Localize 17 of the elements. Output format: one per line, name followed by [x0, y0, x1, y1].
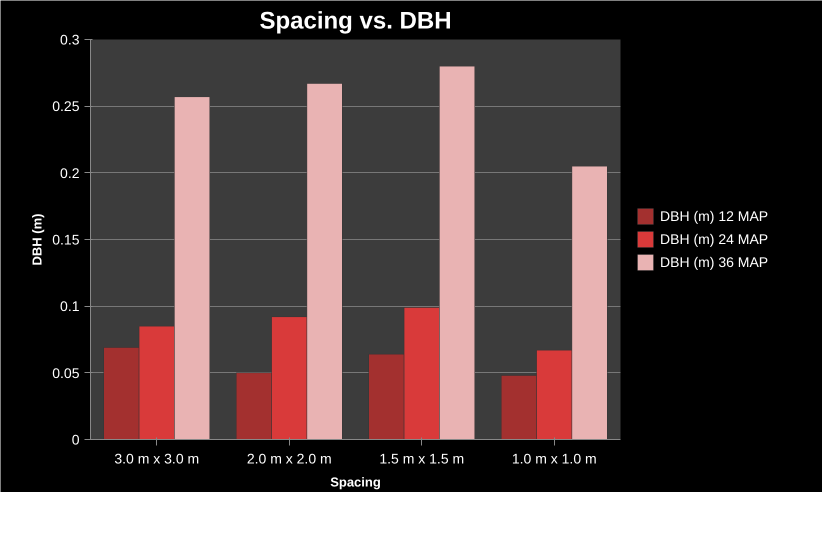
chart-title: Spacing vs. DBH: [259, 8, 452, 34]
y-tick-label: 0.25: [52, 98, 80, 114]
x-tick-label: 2.0 m x 2.0 m: [246, 450, 332, 466]
legend-label: DBH (m) 12 MAP: [660, 208, 768, 224]
x-tick-label: 1.5 m x 1.5 m: [379, 450, 464, 466]
y-tick-label: 0: [72, 432, 80, 448]
x-tick-label: 1.0 m x 1.0 m: [512, 450, 597, 466]
y-tick-label: 0.3: [60, 32, 80, 48]
y-tick-label: 0.2: [60, 164, 80, 181]
y-axis-title: DBH (m): [29, 213, 44, 266]
x-axis-title: Spacing: [330, 474, 381, 490]
x-tick-label: 3.0 m x 3.0 m: [114, 450, 200, 466]
legend-label: DBH (m) 24 MAP: [660, 231, 768, 247]
legend-label: DBH (m) 36 MAP: [660, 254, 768, 270]
y-tick-label: 0.15: [52, 232, 80, 248]
y-tick-label: 0.1: [60, 298, 80, 314]
y-tick-label: 0.05: [52, 364, 80, 381]
